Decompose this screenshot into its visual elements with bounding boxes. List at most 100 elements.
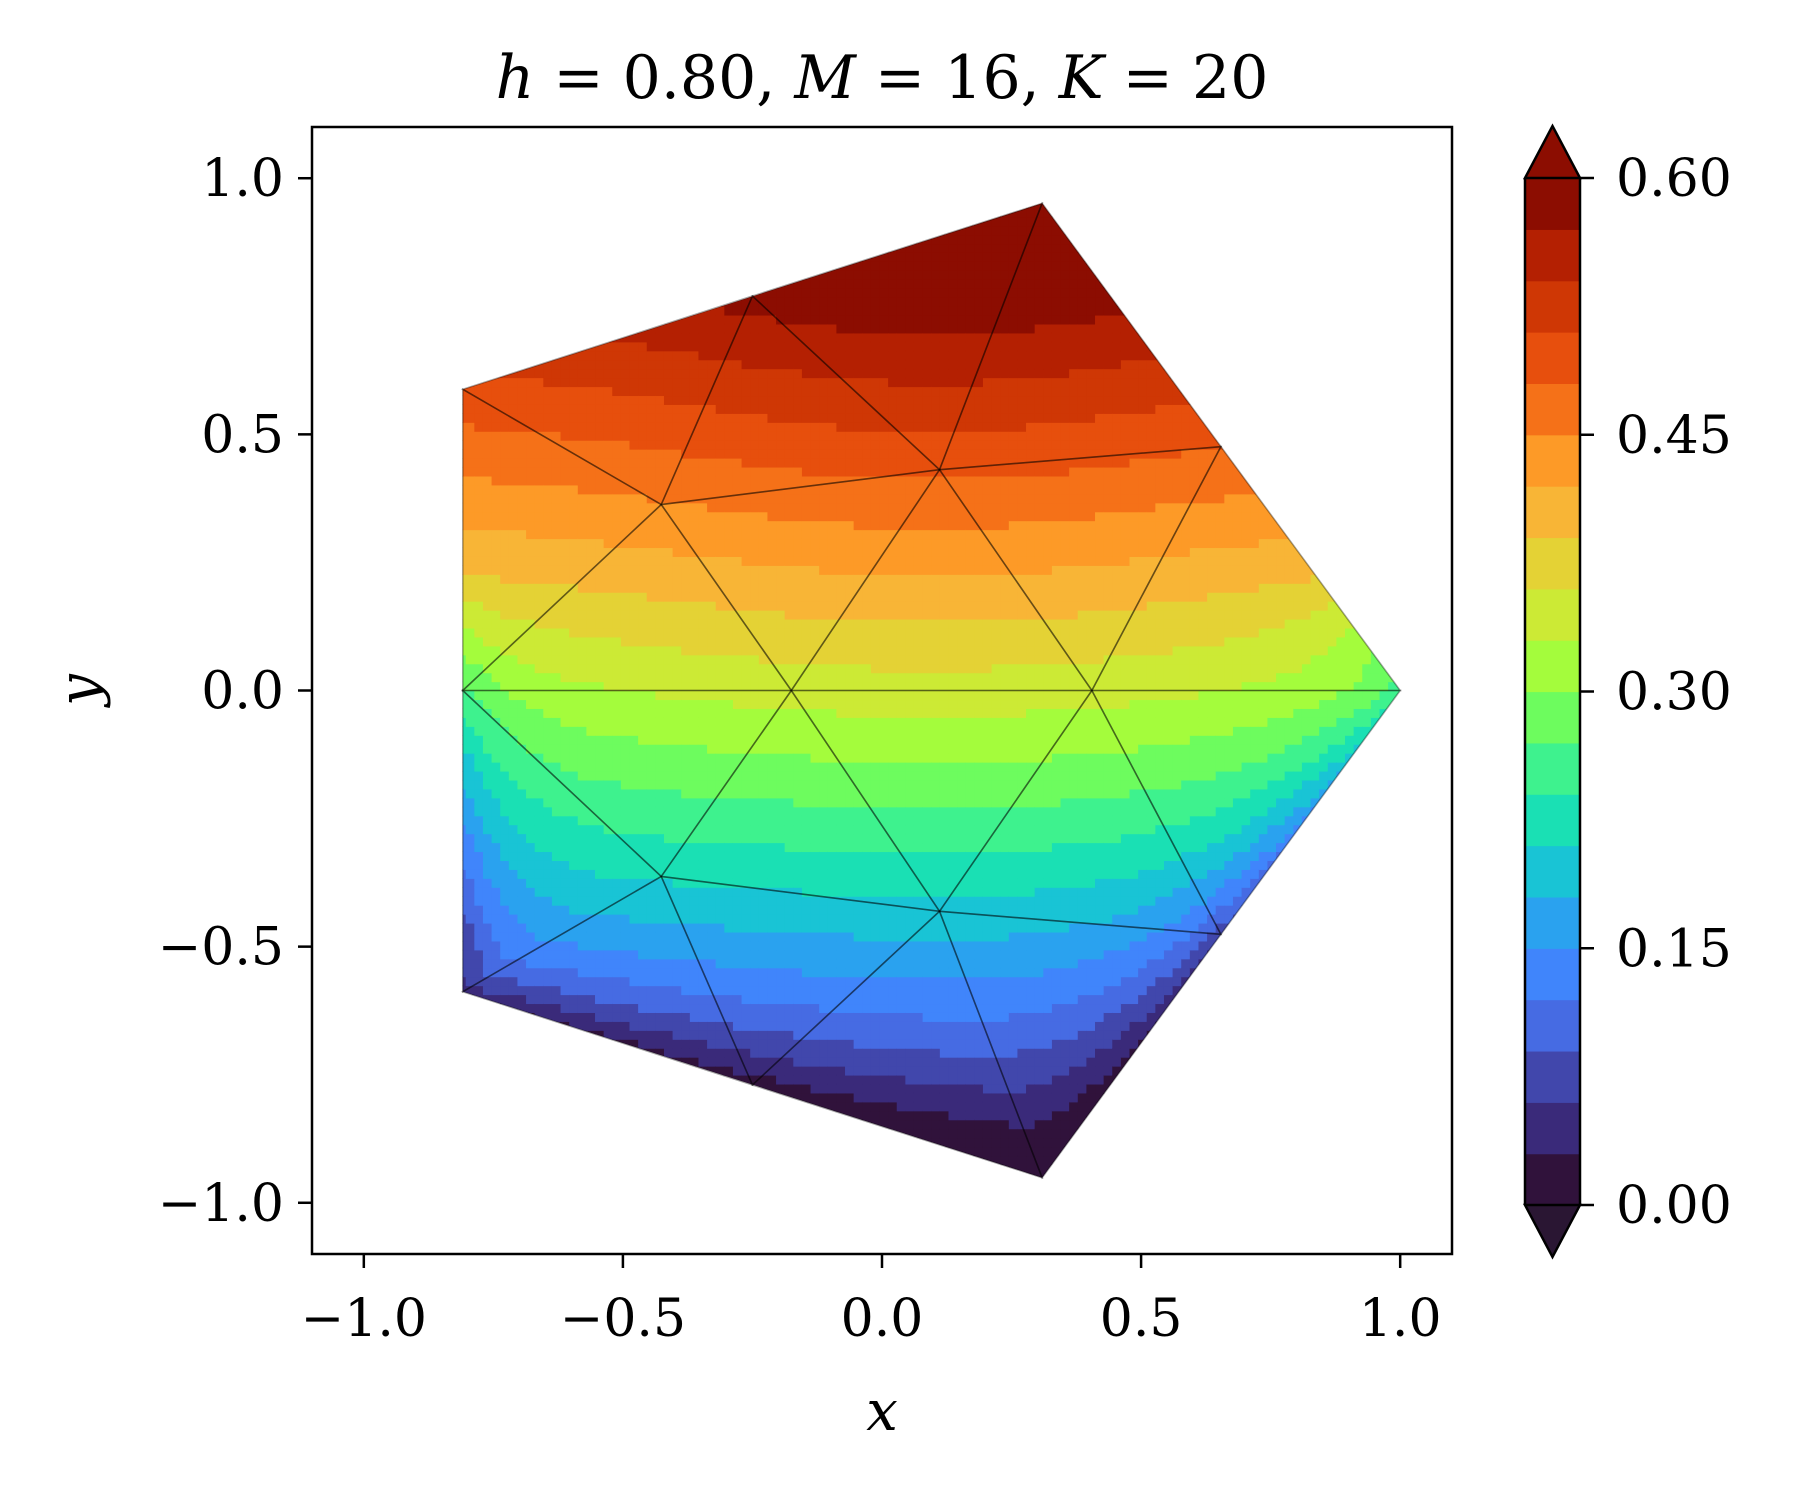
contour-cell <box>672 690 682 701</box>
contour-cell <box>750 413 760 423</box>
contour-cell <box>508 690 519 701</box>
contour-cell <box>819 806 829 817</box>
contour-cell <box>482 475 493 486</box>
contour-cell <box>534 744 544 754</box>
contour-cell <box>681 860 691 870</box>
contour-cell <box>491 565 501 575</box>
contour-cell <box>577 869 588 879</box>
contour-cell <box>534 887 544 897</box>
contour-cell <box>836 332 846 343</box>
contour-cell <box>836 270 846 280</box>
contour-cell <box>595 466 605 477</box>
contour-cell <box>508 654 519 665</box>
contour-cell <box>629 788 639 799</box>
contour-cell <box>681 887 691 897</box>
contour-cell <box>741 985 751 996</box>
contour-cell <box>793 1066 803 1076</box>
contour-cell <box>655 994 665 1005</box>
contour-cell <box>620 958 631 969</box>
contour-cell <box>724 636 734 647</box>
contour-cell <box>767 663 777 674</box>
contour-cell <box>707 654 717 665</box>
contour-cell <box>819 529 829 540</box>
contour-cell <box>646 699 656 709</box>
contour-cell <box>655 449 665 459</box>
contour-cell <box>793 601 803 611</box>
contour-cell <box>741 484 751 495</box>
contour-cell <box>724 708 734 718</box>
contour-cell <box>663 547 674 557</box>
contour-cell <box>715 458 725 468</box>
contour-cell <box>543 735 553 745</box>
contour-cell <box>784 386 794 397</box>
contour-cell <box>603 744 613 754</box>
contour-cell <box>612 520 622 531</box>
contour-cell <box>577 618 588 629</box>
contour-cell <box>491 940 501 951</box>
contour-cell <box>801 538 812 549</box>
contour-cell <box>819 288 829 298</box>
contour-cell <box>465 610 475 620</box>
contour-cell <box>776 475 786 486</box>
contour-cell <box>500 770 510 781</box>
contour-cell <box>810 985 820 996</box>
contour-cell <box>508 627 519 638</box>
contour-cell <box>560 905 570 915</box>
contour-cell <box>491 753 501 763</box>
contour-cell <box>462 610 467 620</box>
contour-cell <box>577 770 588 781</box>
contour-cell <box>595 547 605 557</box>
contour-cell <box>827 842 837 853</box>
contour-cell <box>750 404 760 414</box>
contour-cell <box>801 958 812 969</box>
contour-cell <box>500 565 510 575</box>
contour-cell <box>732 466 743 477</box>
contour-cell <box>508 484 519 495</box>
contour-cell <box>534 618 544 629</box>
contour-cell <box>810 556 820 566</box>
contour-cell <box>819 1003 829 1013</box>
contour-cell <box>474 583 484 593</box>
contour-cell <box>801 583 812 593</box>
contour-cell <box>586 565 596 575</box>
contour-cell <box>577 690 588 701</box>
contour-cell <box>681 735 691 745</box>
contour-cell <box>491 887 501 897</box>
contour-cell <box>827 699 837 709</box>
contour-cell <box>526 431 536 441</box>
contour-cell <box>819 1083 829 1094</box>
contour-cell <box>474 779 484 790</box>
contour-cell <box>707 341 717 352</box>
contour-cell <box>646 574 656 584</box>
contour-cell <box>776 1066 786 1076</box>
contour-cell <box>819 592 829 602</box>
contour-cell <box>500 654 510 665</box>
contour-cell <box>534 1003 544 1013</box>
contour-cell <box>784 1083 794 1094</box>
contour-cell <box>663 806 674 817</box>
contour-cell <box>517 967 527 978</box>
contour-cell <box>758 323 769 334</box>
contour-cell <box>707 985 717 996</box>
contour-cell <box>707 1003 717 1013</box>
contour-cell <box>560 878 570 888</box>
contour-cell <box>758 592 769 602</box>
contour-cell <box>465 583 475 593</box>
contour-cell <box>551 940 562 951</box>
contour-cell <box>724 753 734 763</box>
contour-cell <box>500 547 510 557</box>
contour-cell <box>758 654 769 665</box>
contour-cell <box>845 976 855 987</box>
contour-cell <box>724 976 734 987</box>
contour-cell <box>603 422 613 432</box>
contour-cell <box>689 940 700 951</box>
contour-cell <box>732 583 743 593</box>
contour-cell <box>655 627 665 638</box>
contour-cell <box>500 511 510 522</box>
contour-cell <box>569 627 579 638</box>
contour-cell <box>629 833 639 844</box>
contour-cell <box>707 377 717 388</box>
contour-cell <box>827 994 837 1005</box>
contour-cell <box>827 753 837 763</box>
contour-cell <box>595 797 605 808</box>
